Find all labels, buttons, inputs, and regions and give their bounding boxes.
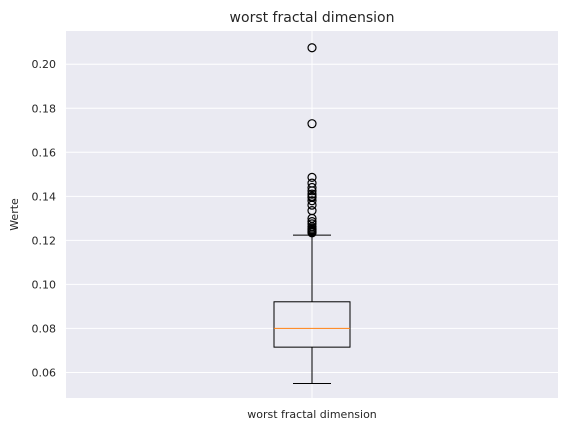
outlier-point [307, 189, 317, 199]
y-tick-label: 0.16 [32, 146, 57, 159]
outlier-point [307, 178, 317, 188]
iqr-box [273, 301, 351, 348]
y-tick-label: 0.08 [32, 322, 57, 335]
box-elements [273, 234, 351, 384]
y-tick-label: 0.06 [32, 366, 57, 379]
y-tick-label: 0.12 [32, 234, 57, 247]
chart-title: worst fractal dimension [230, 10, 395, 26]
outlier-point [307, 43, 317, 53]
outlier-point [307, 182, 317, 193]
x-tick-label: worst fractal dimension [247, 408, 377, 421]
outlier-point [307, 217, 317, 227]
y-tick-label: 0.14 [32, 190, 57, 203]
outlier-point [307, 206, 317, 216]
y-tick-label: 0.10 [32, 278, 57, 291]
outlier-point [307, 196, 317, 206]
x-axis-ticks: worst fractal dimension [247, 408, 377, 421]
y-axis-label: Werte [8, 198, 21, 231]
outlier-point [307, 119, 317, 129]
outlier-points [307, 43, 317, 238]
y-tick-label: 0.18 [32, 102, 57, 115]
outlier-point [307, 172, 317, 183]
y-tick-label: 0.20 [32, 58, 57, 71]
y-axis-ticks: 0.06 0.08 0.10 0.12 0.14 0.16 0.18 0.20 [32, 58, 57, 379]
